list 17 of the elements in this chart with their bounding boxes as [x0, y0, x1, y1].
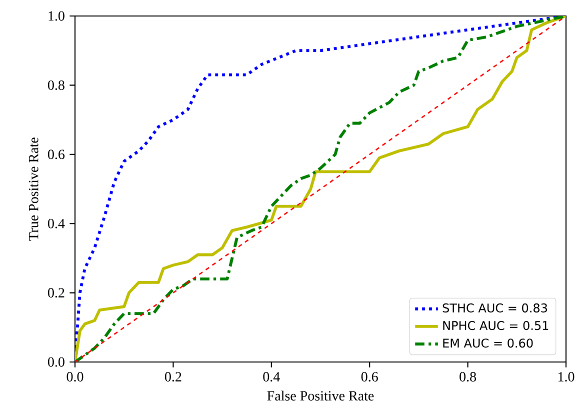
- x-tick-label: 0.4: [263, 372, 280, 382]
- y-tick-label: 0.8: [48, 80, 64, 90]
- y-tick-label: 0.4: [48, 218, 65, 228]
- y-axis-title: True Positive Rate: [28, 138, 38, 241]
- x-tick-label: 0.6: [361, 372, 378, 382]
- legend-label: NPHC AUC = 0.51: [443, 320, 548, 330]
- y-tick-label: 0.2: [48, 288, 64, 298]
- y-tick-label: 0.6: [48, 150, 65, 160]
- x-tick-label: 0.0: [66, 372, 84, 382]
- legend-label: EM AUC = 0.60: [443, 338, 533, 348]
- x-axis-title: False Positive Rate: [267, 390, 374, 401]
- legend-label: STHC AUC = 0.83: [442, 303, 548, 312]
- x-tick-label: 1.0: [558, 372, 574, 382]
- y-tick-label: 1.0: [48, 11, 64, 21]
- x-tick-label: 0.2: [164, 372, 182, 382]
- x-tick-label: 0.8: [460, 372, 476, 382]
- y-tick-label: 0.0: [48, 357, 64, 367]
